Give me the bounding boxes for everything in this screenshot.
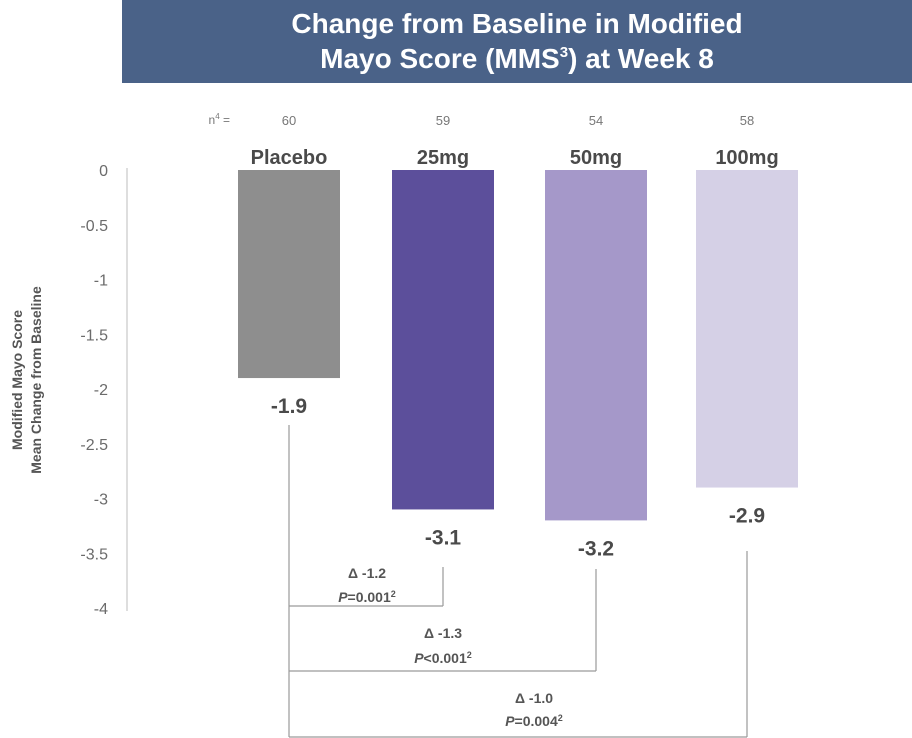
y-tick-label: 0 [99,163,108,180]
comparison-brackets: Δ -1.2 P=0.0012 Δ -1.3 P<0.0012 Δ -1.0 P=0.00… [288,425,748,738]
category-label: 100mg [715,147,778,169]
y-tick-label: -4 [94,601,108,618]
chart-title-line1: Change from Baseline in Modified [291,8,743,39]
category-label: 25mg [417,147,469,169]
bar-100mg [696,170,798,488]
n-row: n4 = 60 59 54 58 [209,112,755,128]
n-value: 59 [436,113,450,128]
comparison-delta: Δ -1.3 [424,625,462,641]
bars: Placebo -1.9 25mg -3.1 50mg -3.2 100mg -2.9 [238,147,798,560]
value-label: -3.1 [425,526,462,549]
bar-50mg [545,170,647,521]
y-tick-label: -1.5 [80,327,108,344]
comparison-p-value: P=0.0042 [505,713,563,729]
n-value: 58 [740,113,754,128]
chart-title-superscript: 3 [559,44,569,61]
bar-25mg [392,170,494,510]
y-tick-label: -2.5 [80,437,108,454]
y-tick-label: -2 [94,382,108,399]
n-value: 54 [589,113,603,128]
value-label: -3.2 [578,537,614,560]
comparison-p-value: P<0.0012 [414,650,472,666]
y-tick-label: -3 [94,492,108,509]
chart-title-line2-end: ) at Week 8 [568,43,714,74]
y-axis: 0 -0.5 -1 -1.5 -2 -2.5 -3 -3.5 -4 [80,163,128,618]
y-tick-label: -3.5 [80,546,108,563]
y-tick-label: -1 [94,273,108,290]
y-axis-title: Modified Mayo Score Mean Change from Base… [9,286,44,474]
comparison-delta: Δ -1.0 [515,690,553,706]
y-axis-title-line1: Modified Mayo Score [9,310,25,450]
n-label: n4 = [209,112,230,127]
y-axis-label: Modified Mayo Score Mean Change from Base… [9,286,44,474]
comparison-p-value: P=0.0012 [338,589,396,605]
value-label: -1.9 [271,395,307,418]
chart-title-line2-start: Mayo Score (MMS [320,43,560,74]
bar-placebo [238,170,340,379]
y-axis-title-line2: Mean Change from Baseline [28,286,44,474]
y-tick-label: -0.5 [80,218,108,235]
chart-title-line2: Mayo Score (MMS3) at Week 8 [122,41,912,76]
chart-title-banner: Change from Baseline in Modified Mayo Sc… [122,0,912,83]
value-label: -2.9 [729,505,765,528]
category-label: Placebo [251,147,328,169]
category-label: 50mg [570,147,622,169]
n-value: 60 [282,113,296,128]
comparison-delta: Δ -1.2 [348,565,386,581]
